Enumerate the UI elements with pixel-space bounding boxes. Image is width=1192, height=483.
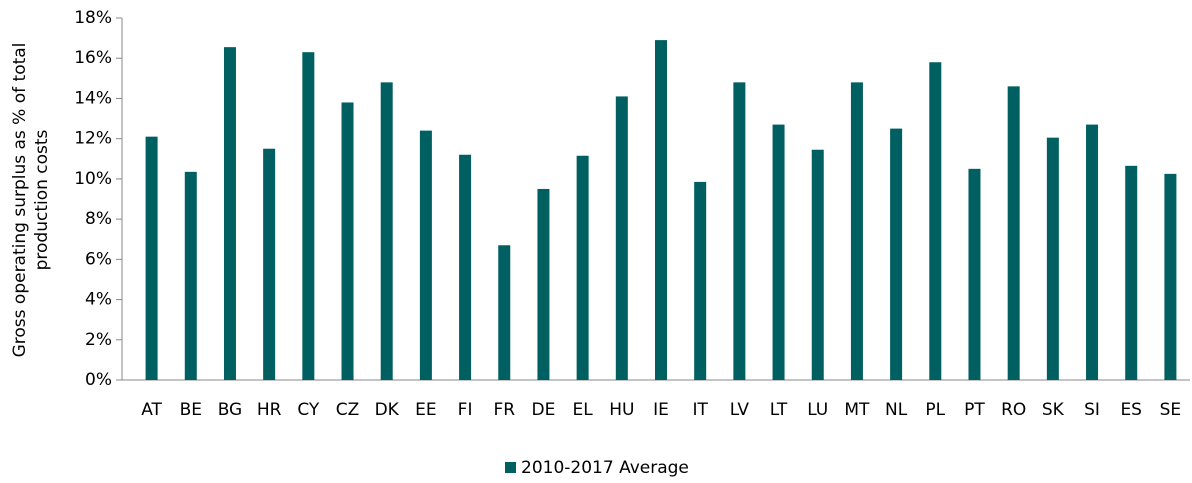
y-tick-label: 12% [74, 129, 112, 149]
y-tick-label: 4% [85, 290, 112, 310]
x-tick-label: SK [1042, 400, 1065, 420]
y-tick-label: 18% [74, 8, 112, 28]
bar [1125, 165, 1138, 380]
x-tick-label: EL [573, 400, 594, 420]
y-tick-label: 2% [85, 330, 112, 350]
y-tick-label: 8% [85, 209, 112, 229]
bar [1007, 86, 1020, 380]
bar [929, 62, 942, 380]
bar [968, 168, 981, 380]
x-tick-label: SE [1160, 400, 1182, 420]
x-tick-label: CY [297, 400, 320, 420]
x-tick-label: MT [844, 400, 870, 420]
x-tick-label: BG [218, 400, 243, 420]
bar [1164, 173, 1177, 380]
bar [811, 149, 824, 380]
x-tick-label: DE [532, 400, 556, 420]
bar [419, 130, 432, 380]
bar [890, 128, 903, 380]
y-tick-label: 10% [74, 169, 112, 189]
y-axis-title-line: Gross operating surplus as % of total [10, 43, 30, 358]
bar [263, 148, 276, 380]
x-tick-label: IE [653, 400, 669, 420]
bar [1046, 137, 1059, 380]
x-tick-label: HU [609, 400, 634, 420]
x-tick-label: DK [375, 400, 400, 420]
bar [655, 40, 667, 380]
bar [498, 245, 511, 380]
bar [380, 82, 393, 380]
bar [223, 47, 236, 381]
x-tick-label: IT [692, 400, 708, 420]
bar [302, 52, 315, 380]
y-tick-label: 16% [74, 48, 112, 68]
x-tick-label: HR [257, 400, 282, 420]
x-tick-label: LU [807, 400, 828, 420]
x-tick-label: CZ [336, 400, 360, 420]
x-tick-label: RO [1001, 400, 1026, 420]
x-tick-label: LV [730, 400, 750, 420]
x-tick-label: BE [180, 400, 202, 420]
bar [459, 154, 472, 380]
x-tick-label: AT [141, 400, 162, 420]
y-tick-label: 0% [85, 370, 112, 390]
x-tick-label: FR [493, 400, 515, 420]
y-tick-label: 6% [85, 249, 112, 269]
x-tick-label: EE [415, 400, 436, 420]
bar [772, 124, 785, 380]
bar [850, 82, 863, 380]
bar [341, 102, 354, 380]
y-axis-title: Gross operating surplus as % of total pr… [10, 43, 52, 358]
bar [733, 82, 746, 380]
x-tick-label: FI [458, 400, 473, 420]
legend-swatch [505, 462, 516, 473]
x-tick-label: ES [1120, 400, 1142, 420]
bar [184, 171, 197, 380]
x-tick-label: NL [885, 400, 908, 420]
x-tick-label: SI [1084, 400, 1100, 420]
x-tick-label: PL [925, 400, 945, 420]
y-axis-title-line: production costs [32, 129, 52, 270]
bar [537, 188, 550, 380]
bar [145, 136, 158, 380]
bar [615, 96, 628, 380]
x-tick-label: PT [964, 400, 985, 420]
bar [1086, 124, 1099, 380]
legend-label: 2010-2017 Average [521, 458, 689, 478]
bar [576, 155, 589, 380]
x-tick-label: LT [770, 400, 788, 420]
bar [694, 181, 707, 380]
y-tick-label: 14% [74, 88, 112, 108]
